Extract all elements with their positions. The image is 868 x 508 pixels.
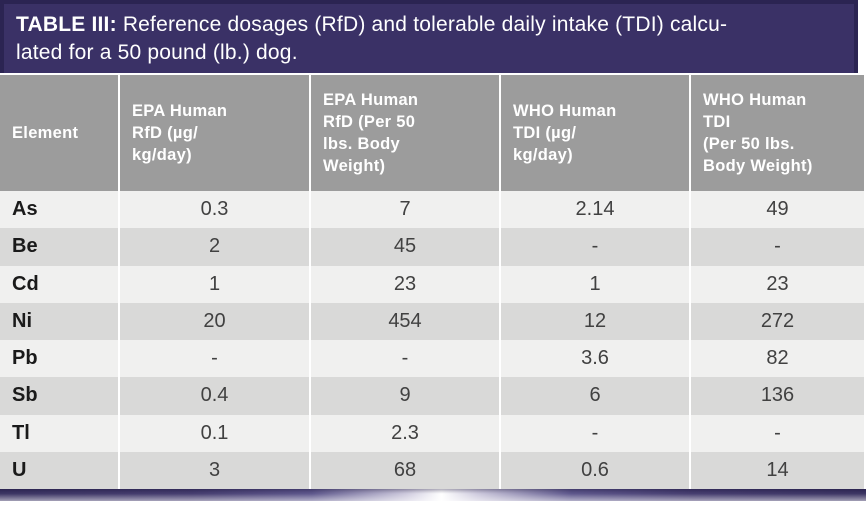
value-cell: 2.14: [501, 191, 689, 229]
value-cell: 3.6: [501, 340, 689, 378]
value-cell: 3: [120, 451, 309, 489]
column-header-who-tdi: WHO Human TDI (µg/ kg/day): [501, 75, 689, 191]
value-cell: -: [691, 228, 864, 266]
value-cell: 23: [691, 265, 864, 303]
table-title-bar: TABLE III: Reference dosages (RfD) and t…: [0, 0, 858, 73]
value-cell: 45: [311, 228, 499, 266]
value-cell: 82: [691, 340, 864, 378]
table-caption-text: Reference dosages (RfD) and tolerable da…: [16, 13, 728, 64]
value-cell: 136: [691, 377, 864, 415]
value-cell: -: [120, 340, 309, 378]
value-cell: 9: [311, 377, 499, 415]
value-cell: 14: [691, 451, 864, 489]
value-cell: 1: [501, 265, 689, 303]
reference-dosage-table-card: TABLE III: Reference dosages (RfD) and t…: [0, 0, 864, 489]
value-cell: 0.1: [120, 414, 309, 452]
table-number-label: TABLE III:: [16, 13, 117, 36]
value-cell: 2.3: [311, 414, 499, 452]
value-cell: 49: [691, 191, 864, 229]
element-cell: Sb: [0, 377, 118, 415]
column-header-who-tdi-50lb: WHO Human TDI (Per 50 lbs. Body Weight): [691, 75, 864, 191]
value-cell: 0.4: [120, 377, 309, 415]
value-cell: 2: [120, 228, 309, 266]
value-cell: 454: [311, 302, 499, 340]
value-cell: 1: [120, 265, 309, 303]
element-cell: As: [0, 191, 118, 229]
element-cell: Tl: [0, 414, 118, 452]
element-cell: Pb: [0, 340, 118, 378]
column-header-epa-rfd: EPA Human RfD (µg/ kg/day): [120, 75, 309, 191]
value-cell: 6: [501, 377, 689, 415]
value-cell: 23: [311, 265, 499, 303]
element-cell: Be: [0, 228, 118, 266]
element-cell: Cd: [0, 265, 118, 303]
value-cell: 272: [691, 302, 864, 340]
data-table: Element EPA Human RfD (µg/ kg/day) EPA H…: [0, 75, 864, 489]
value-cell: -: [311, 340, 499, 378]
bottom-accent-bar: [0, 489, 866, 501]
value-cell: 0.6: [501, 451, 689, 489]
value-cell: 20: [120, 302, 309, 340]
column-header-element: Element: [0, 75, 118, 191]
column-header-epa-rfd-50lb: EPA Human RfD (Per 50 lbs. Body Weight): [311, 75, 499, 191]
value-cell: 12: [501, 302, 689, 340]
element-cell: U: [0, 451, 118, 489]
value-cell: 0.3: [120, 191, 309, 229]
value-cell: 68: [311, 451, 499, 489]
value-cell: -: [691, 414, 864, 452]
value-cell: 7: [311, 191, 499, 229]
element-cell: Ni: [0, 302, 118, 340]
value-cell: -: [501, 228, 689, 266]
value-cell: -: [501, 414, 689, 452]
